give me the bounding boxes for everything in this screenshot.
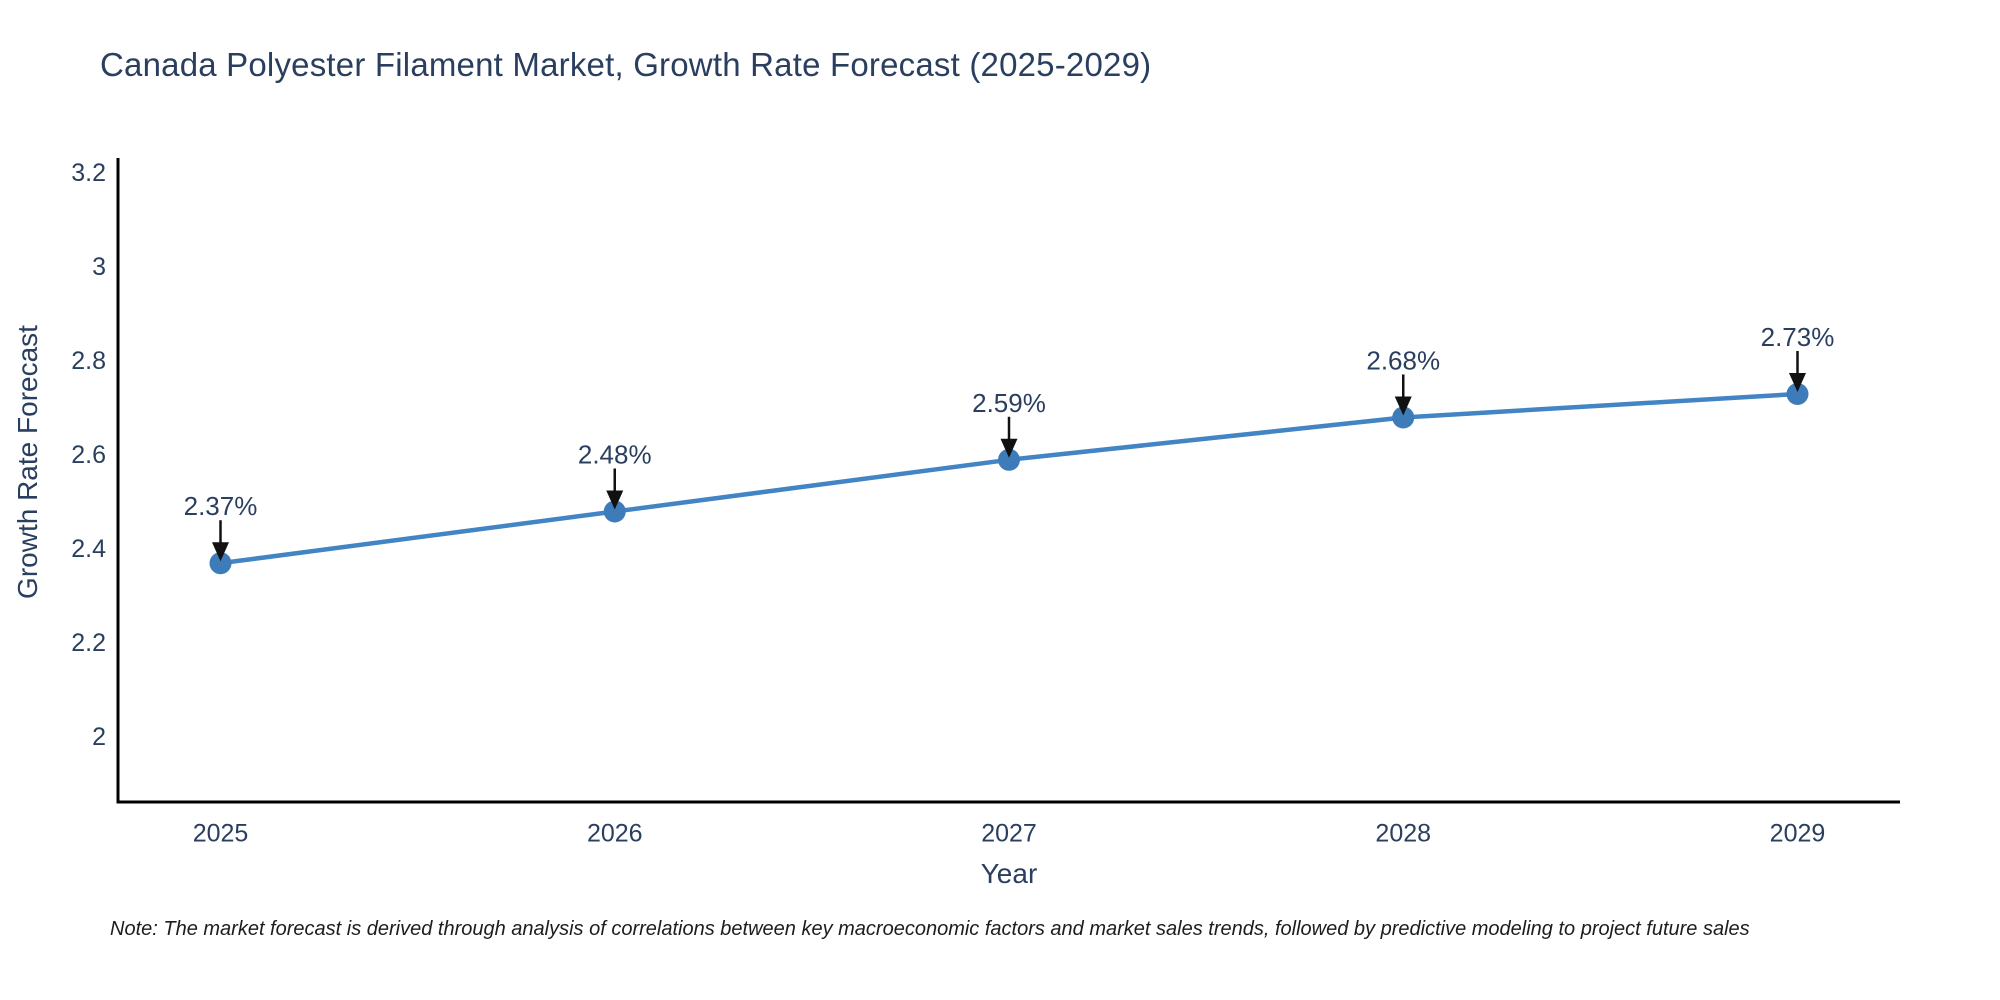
chart-title: Canada Polyester Filament Market, Growth… bbox=[100, 46, 1152, 83]
y-tick-label: 2 bbox=[92, 723, 106, 751]
data-point-label: 2.48% bbox=[578, 439, 652, 469]
y-tick-label: 2.2 bbox=[71, 629, 106, 657]
data-point-marker bbox=[1786, 382, 1809, 405]
x-tick-label: 2029 bbox=[1770, 820, 1826, 848]
data-point-marker bbox=[209, 552, 232, 575]
annotation-arrowhead bbox=[1000, 438, 1018, 458]
x-axis-title: Year bbox=[980, 858, 1038, 889]
data-point-marker bbox=[998, 448, 1020, 471]
annotation-arrowhead bbox=[606, 490, 624, 510]
annotation-arrowhead bbox=[212, 542, 230, 562]
y-tick-label: 3.2 bbox=[71, 159, 106, 187]
y-tick-label: 2.8 bbox=[71, 347, 106, 375]
x-tick-label: 2027 bbox=[981, 820, 1037, 848]
footnote: Note: The market forecast is derived thr… bbox=[110, 918, 1750, 940]
x-tick-label: 2025 bbox=[193, 820, 249, 848]
data-point-label: 2.59% bbox=[972, 388, 1046, 418]
data-point-marker bbox=[1392, 406, 1415, 429]
axis-lines bbox=[116, 158, 1900, 804]
data-point-marker bbox=[603, 500, 626, 523]
y-tick-label: 2.6 bbox=[71, 441, 106, 469]
annotation-arrowhead bbox=[1788, 372, 1806, 392]
x-tick-label: 2026 bbox=[587, 820, 643, 848]
y-tick-label: 3 bbox=[92, 253, 106, 281]
annotation-arrowhead bbox=[1394, 396, 1412, 416]
data-point-label: 2.68% bbox=[1366, 345, 1440, 375]
data-point-label: 2.37% bbox=[184, 491, 258, 521]
x-tick-label: 2028 bbox=[1375, 820, 1431, 848]
data-point-label: 2.73% bbox=[1761, 322, 1835, 352]
y-tick-label: 2.4 bbox=[71, 535, 106, 563]
